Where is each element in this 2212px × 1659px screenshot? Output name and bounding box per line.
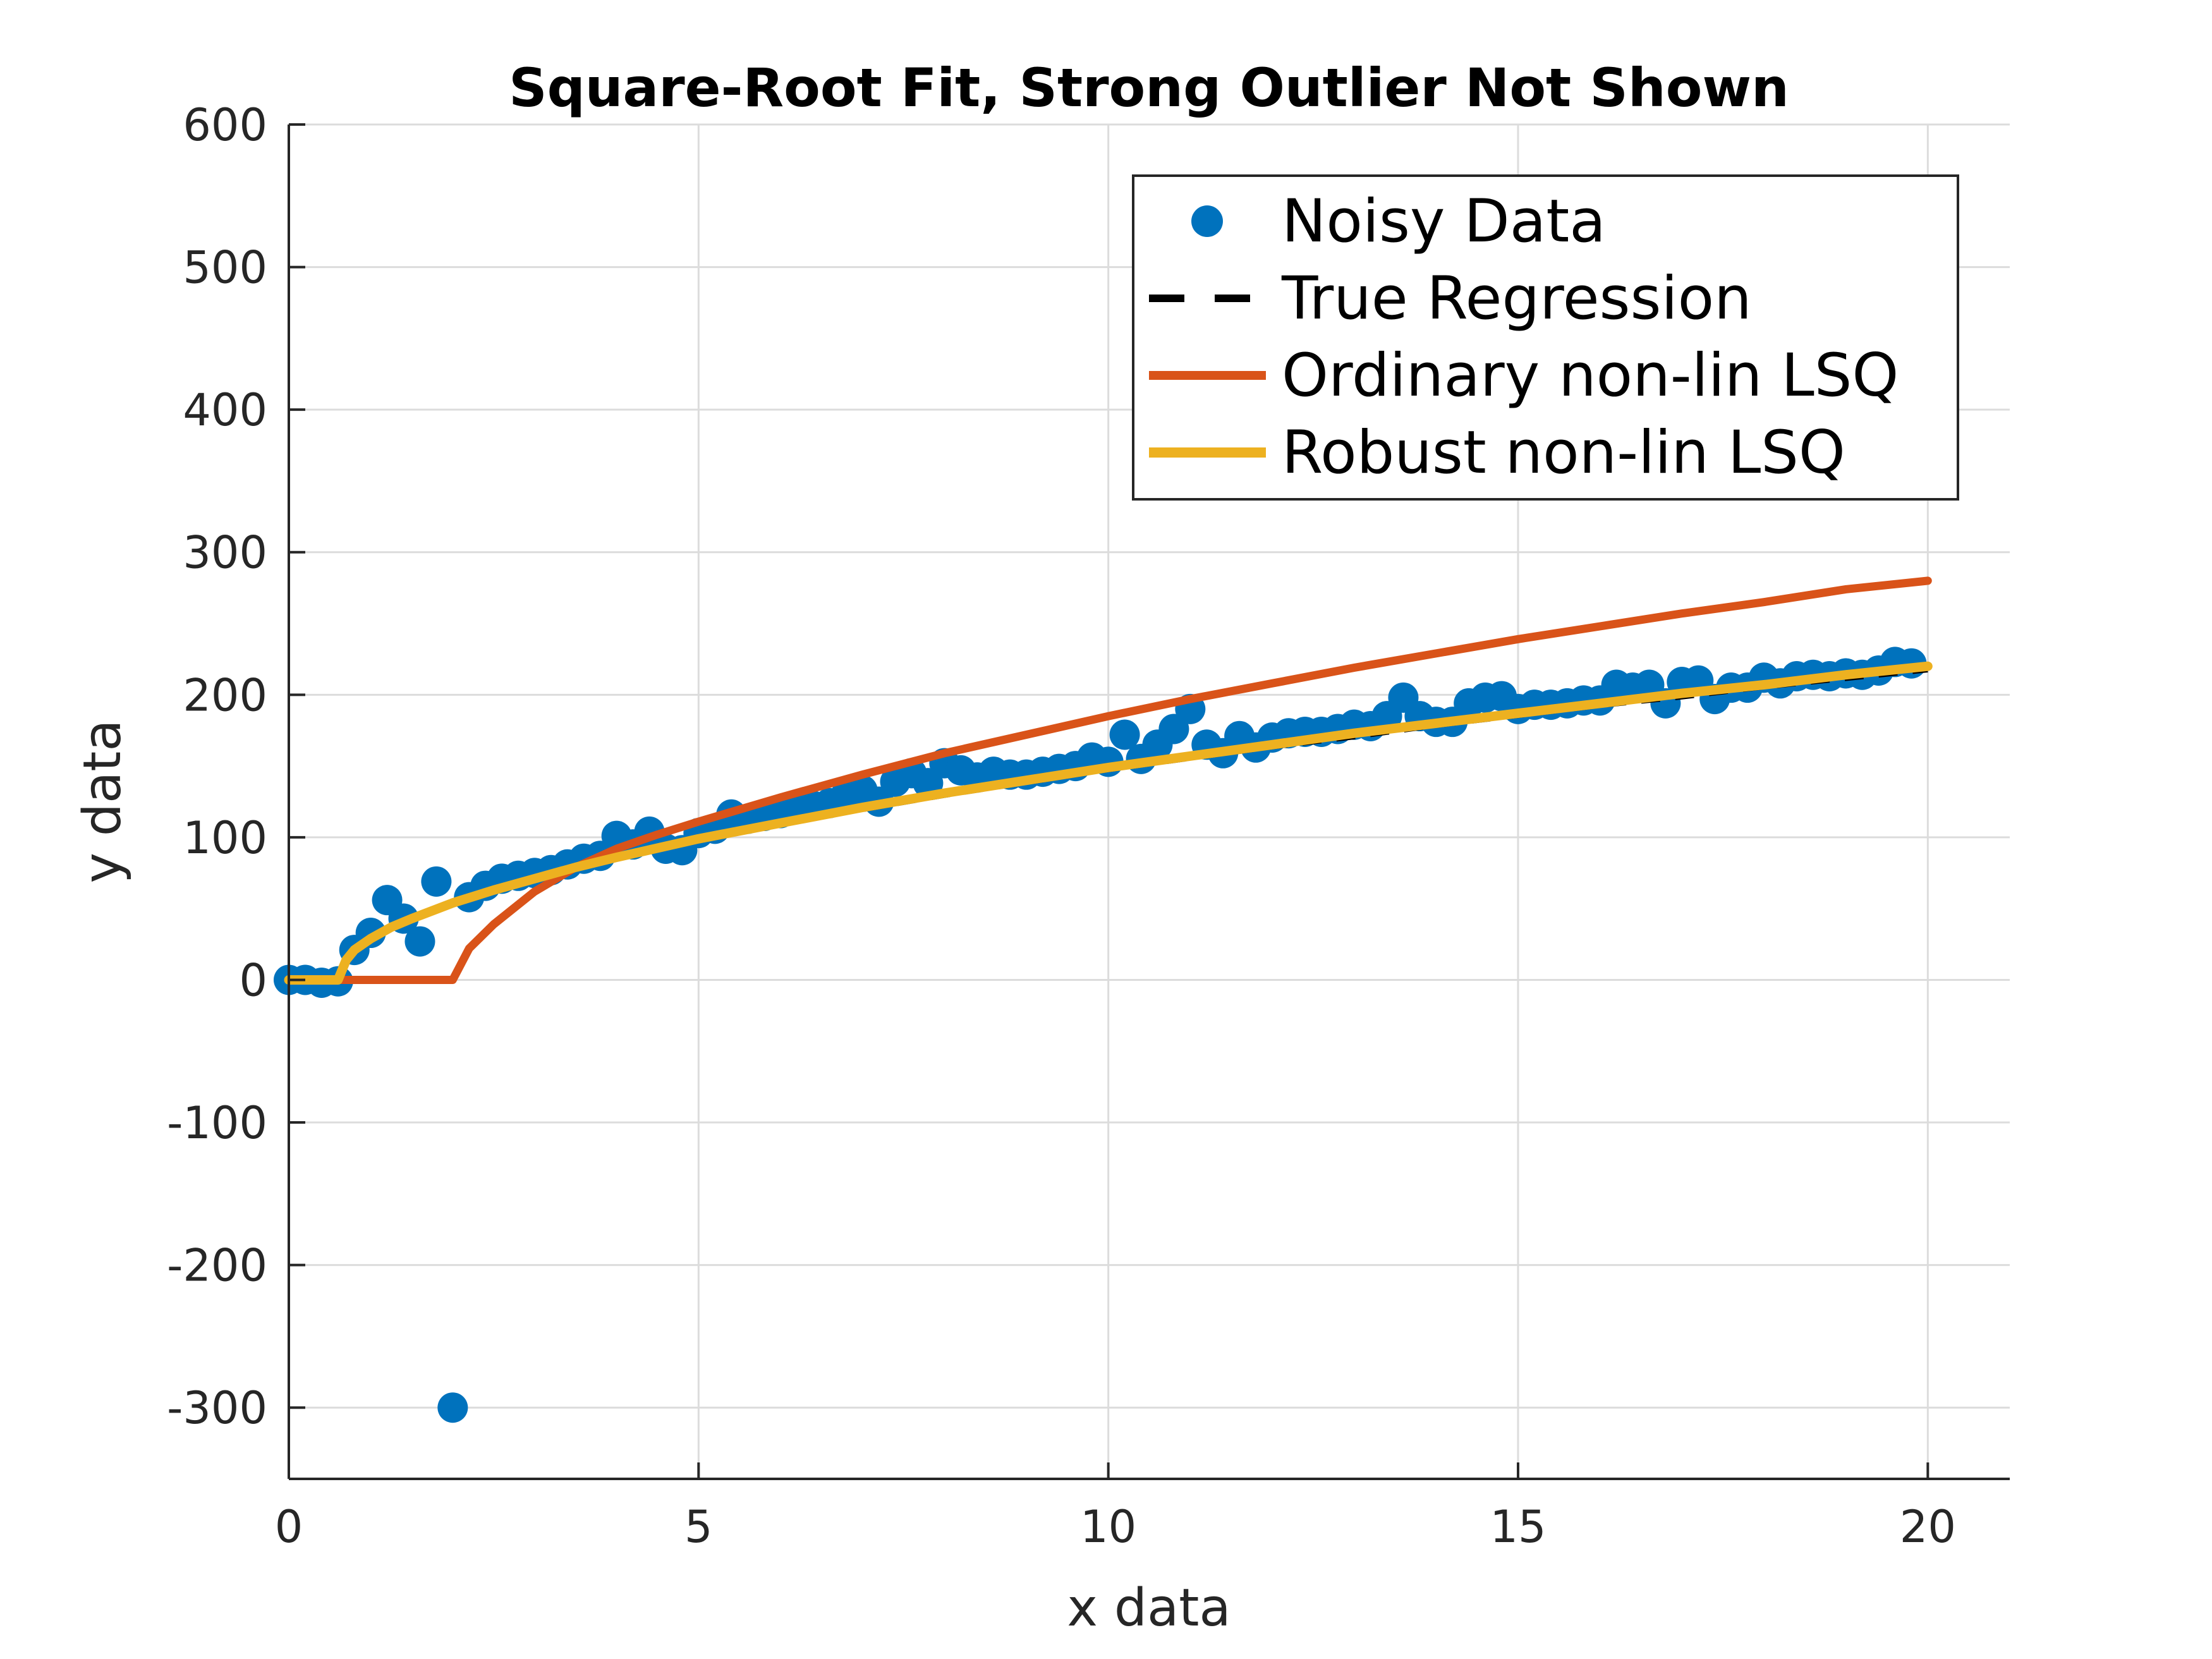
- x-tick-label: 10: [1080, 1501, 1136, 1553]
- legend-entry-true-regression: True Regression: [1149, 264, 1752, 333]
- data-point: [1158, 714, 1189, 744]
- y-tick-label: 200: [183, 669, 267, 721]
- legend-marker-noisy-data: [1191, 205, 1223, 237]
- axes: [288, 123, 2010, 1480]
- x-tick-label: 5: [684, 1501, 713, 1553]
- legend-label-ordinary-lsq: Ordinary non-lin LSQ: [1282, 341, 1899, 410]
- series-ordinary-lsq-line: [284, 576, 1932, 984]
- y-tick-label: -100: [167, 1097, 267, 1149]
- x-tick-label: 20: [1900, 1501, 1956, 1553]
- chart-title: Square-Root Fit, Strong Outlier Not Show…: [509, 57, 1789, 119]
- y-tick-label: 600: [183, 99, 267, 151]
- legend-label-true-regression: True Regression: [1281, 264, 1752, 333]
- x-tick-label: 15: [1490, 1501, 1546, 1553]
- y-axis-label: y data: [73, 719, 133, 883]
- y-tick-label: -300: [167, 1382, 267, 1434]
- x-axis-label: x data: [1067, 1578, 1231, 1638]
- y-tick-label: 500: [183, 242, 267, 294]
- y-tick-label: 300: [183, 527, 267, 579]
- y-tick-label: -200: [167, 1240, 267, 1292]
- y-tick-label: 0: [239, 954, 267, 1006]
- legend-entry-robust-lsq: Robust non-lin LSQ: [1149, 418, 1845, 487]
- legend: Noisy Data True Regression Ordinary non-…: [1132, 174, 1959, 501]
- data-point: [404, 926, 435, 957]
- y-tick-label: 400: [183, 384, 267, 436]
- legend-label-noisy-data: Noisy Data: [1282, 187, 1606, 256]
- y-tick-label: 100: [183, 812, 267, 864]
- data-point: [421, 866, 452, 897]
- data-point: [437, 1392, 468, 1423]
- legend-entry-ordinary-lsq: Ordinary non-lin LSQ: [1149, 341, 1899, 410]
- x-tick-label: 0: [275, 1501, 303, 1553]
- legend-box: [1132, 174, 1959, 501]
- legend-label-robust-lsq: Robust non-lin LSQ: [1282, 418, 1845, 487]
- tick-labels: 0 5 10 15 20 -300 -200 -100 0 100 200 300 400 500 600: [167, 99, 1956, 1553]
- legend-entry-noisy-data: Noisy Data: [1191, 187, 1606, 256]
- data-point: [1109, 719, 1140, 750]
- series-robust-lsq-line: [284, 661, 1933, 985]
